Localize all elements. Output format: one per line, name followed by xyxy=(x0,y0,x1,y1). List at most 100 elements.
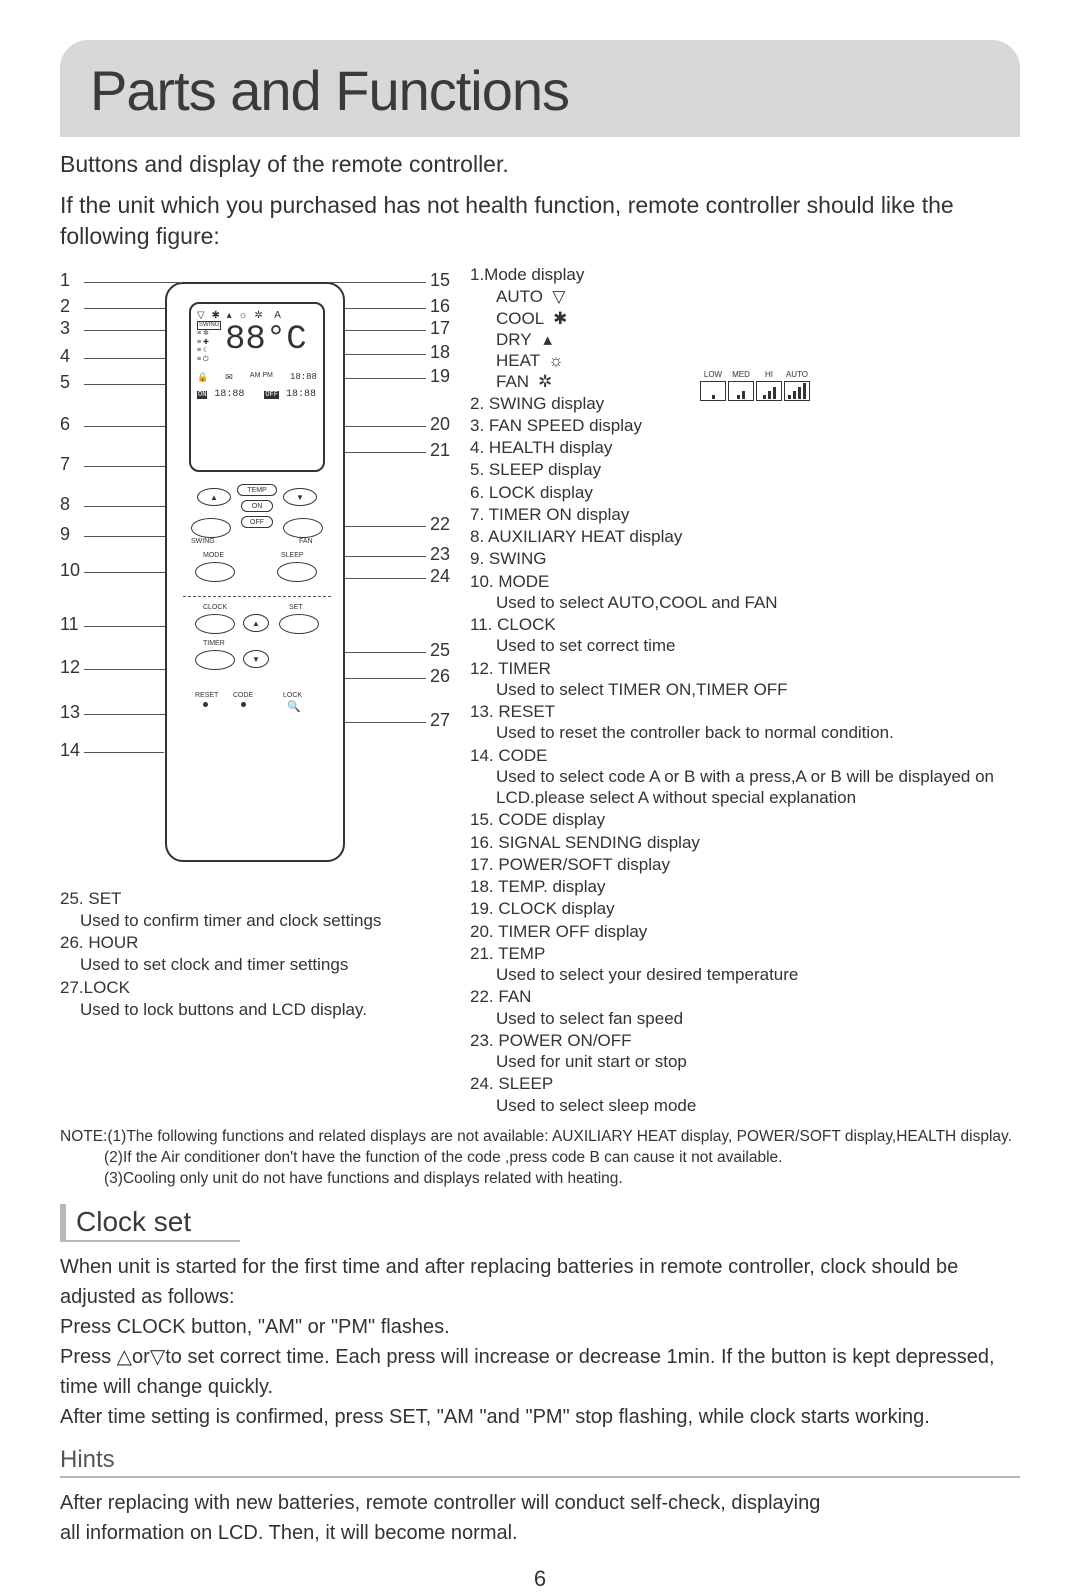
lcd-temp: 88°C xyxy=(225,323,313,364)
note-1: NOTE:(1)The following functions and rela… xyxy=(60,1127,1020,1148)
callout-16: 16 xyxy=(420,296,450,317)
legend-23: 23. POWER ON/OFFUsed for unit start or s… xyxy=(470,1030,1010,1073)
callout-13: 13 xyxy=(60,702,90,723)
lock-label: LOCK xyxy=(283,692,302,699)
lcd-status-row: 🔒✉AM PM18:88 xyxy=(197,372,317,383)
legend-12: 12. TIMERUsed to select TIMER ON,TIMER O… xyxy=(470,658,1010,701)
mode-label: MODE xyxy=(203,552,224,559)
clock-label: CLOCK xyxy=(203,604,227,611)
below-diagram-list: 25. SETUsed to confirm timer and clock s… xyxy=(60,888,450,1021)
callout-27: 27 xyxy=(420,710,450,731)
sleep-label: SLEEP xyxy=(281,552,304,559)
legend-8: 8. AUXILIARY HEAT display xyxy=(470,526,1010,547)
item-26: 26. HOURUsed to set clock and timer sett… xyxy=(60,932,450,976)
hints-body: After replacing with new batteries, remo… xyxy=(60,1488,1020,1548)
callout-26: 26 xyxy=(420,666,450,687)
callout-12: 12 xyxy=(60,657,90,678)
callout-10: 10 xyxy=(60,560,90,581)
swing-button xyxy=(191,518,231,538)
hour-down-button: ▼ xyxy=(243,650,269,668)
mode-cool: COOL✱ xyxy=(470,308,1010,329)
button-panel: ▲ TEMP ▼ ON OFF SWING FAN MODE SLEEP CLO… xyxy=(189,484,325,704)
diagram-column: 1 2 3 4 5 6 7 8 9 10 11 12 13 14 15 16 1… xyxy=(60,262,450,1117)
temp-up-button: ▲ xyxy=(197,488,231,506)
legend-20: 20. TIMER OFF display xyxy=(470,921,1010,942)
fan-button xyxy=(283,518,323,538)
legend-24: 24. SLEEPUsed to select sleep mode xyxy=(470,1073,1010,1116)
callout-1: 1 xyxy=(60,270,90,291)
legend-6: 6. LOCK display xyxy=(470,482,1010,503)
callout-22: 22 xyxy=(420,514,450,535)
item-25: 25. SETUsed to confirm timer and clock s… xyxy=(60,888,450,932)
clock-p2: Press CLOCK button, "AM" or "PM" flashes… xyxy=(60,1312,1020,1342)
callout-5: 5 xyxy=(60,372,90,393)
legend-17: 17. POWER/SOFT display xyxy=(470,854,1010,875)
legend-18: 18. TEMP. display xyxy=(470,876,1010,897)
callout-19: 19 xyxy=(420,366,450,387)
title-banner: Parts and Functions xyxy=(60,40,1020,137)
legend-5: 5. SLEEP display xyxy=(470,459,1010,480)
clock-set-header: Clock set xyxy=(60,1204,240,1242)
hints-line-1: After replacing with new batteries, remo… xyxy=(60,1488,1020,1518)
off-label: OFF xyxy=(241,516,273,528)
mode-dry: DRY▴ xyxy=(470,329,1010,350)
callout-4: 4 xyxy=(60,346,90,367)
main-row: 1 2 3 4 5 6 7 8 9 10 11 12 13 14 15 16 1… xyxy=(60,262,1020,1117)
callout-24: 24 xyxy=(420,566,450,587)
intro-line-1: Buttons and display of the remote contro… xyxy=(60,149,1020,180)
callout-11: 11 xyxy=(60,614,90,635)
callout-23: 23 xyxy=(420,544,450,565)
mode-heat: HEAT☼ xyxy=(470,350,1010,371)
mode-auto: AUTO▽ xyxy=(470,286,1010,307)
fan-auto-icon xyxy=(784,381,810,401)
page-title: Parts and Functions xyxy=(90,58,990,123)
legend-1: 1.Mode display xyxy=(470,264,1010,285)
on-label: ON xyxy=(241,500,273,512)
lcd-timer-row: ON 18:88 OFF 18:88 xyxy=(197,389,317,400)
callout-18: 18 xyxy=(420,342,450,363)
callout-20: 20 xyxy=(420,414,450,435)
fan-label: FAN xyxy=(299,538,313,545)
legend-10: 10. MODEUsed to select AUTO,COOL and FAN xyxy=(470,571,1010,614)
callout-9: 9 xyxy=(60,524,90,545)
legend-14: 14. CODEUsed to select code A or B with … xyxy=(470,745,1010,809)
intro-line-2: If the unit which you purchased has not … xyxy=(60,190,1020,252)
legend-16: 16. SIGNAL SENDING display xyxy=(470,832,1010,853)
sleep-button xyxy=(277,562,317,582)
timer-label: TIMER xyxy=(203,640,225,647)
callout-2: 2 xyxy=(60,296,90,317)
set-button xyxy=(279,614,319,634)
callout-21: 21 xyxy=(420,440,450,461)
legend-3: 3. FAN SPEED display xyxy=(470,415,1010,436)
temp-down-button: ▼ xyxy=(283,488,317,506)
callout-3: 3 xyxy=(60,318,90,339)
fan-med-icon xyxy=(728,381,754,401)
callout-15: 15 xyxy=(420,270,450,291)
legend-9: 9. SWING xyxy=(470,548,1010,569)
legend-15: 15. CODE display xyxy=(470,809,1010,830)
hints-line-2: all information on LCD. Then, it will be… xyxy=(60,1518,1020,1548)
legend-4: 4. HEALTH display xyxy=(470,437,1010,458)
temp-label: TEMP xyxy=(237,484,277,496)
remote-body: ▽ ✱ ▴ ☼ ✲ A SWING ≡ ✲≡ ✚≡ ☾≡ ⏻ 88°C 🔒✉AM… xyxy=(165,282,345,862)
swing-label: SWING xyxy=(191,538,215,545)
hour-up-button: ▲ xyxy=(243,614,269,632)
legend-22: 22. FANUsed to select fan speed xyxy=(470,986,1010,1029)
callout-14: 14 xyxy=(60,740,90,761)
clock-set-body: When unit is started for the first time … xyxy=(60,1252,1020,1432)
mode-button xyxy=(195,562,235,582)
reset-label: RESET xyxy=(195,692,218,699)
note-2: (2)If the Air conditioner don't have the… xyxy=(60,1148,1020,1169)
clock-p3: Press △or▽to set correct time. Each pres… xyxy=(60,1342,1020,1402)
lcd-side-icons: SWING ≡ ✲≡ ✚≡ ☾≡ ⏻ xyxy=(197,321,225,364)
clock-button xyxy=(195,614,235,634)
item-27: 27.LOCKUsed to lock buttons and LCD disp… xyxy=(60,977,450,1021)
clock-p4: After time setting is confirmed, press S… xyxy=(60,1402,1020,1432)
callout-6: 6 xyxy=(60,414,90,435)
legend-21: 21. TEMPUsed to select your desired temp… xyxy=(470,943,1010,986)
legend-19: 19. CLOCK display xyxy=(470,898,1010,919)
code-button xyxy=(241,702,246,707)
callout-17: 17 xyxy=(420,318,450,339)
panel-divider xyxy=(183,596,331,597)
page-number: 6 xyxy=(60,1566,1020,1592)
